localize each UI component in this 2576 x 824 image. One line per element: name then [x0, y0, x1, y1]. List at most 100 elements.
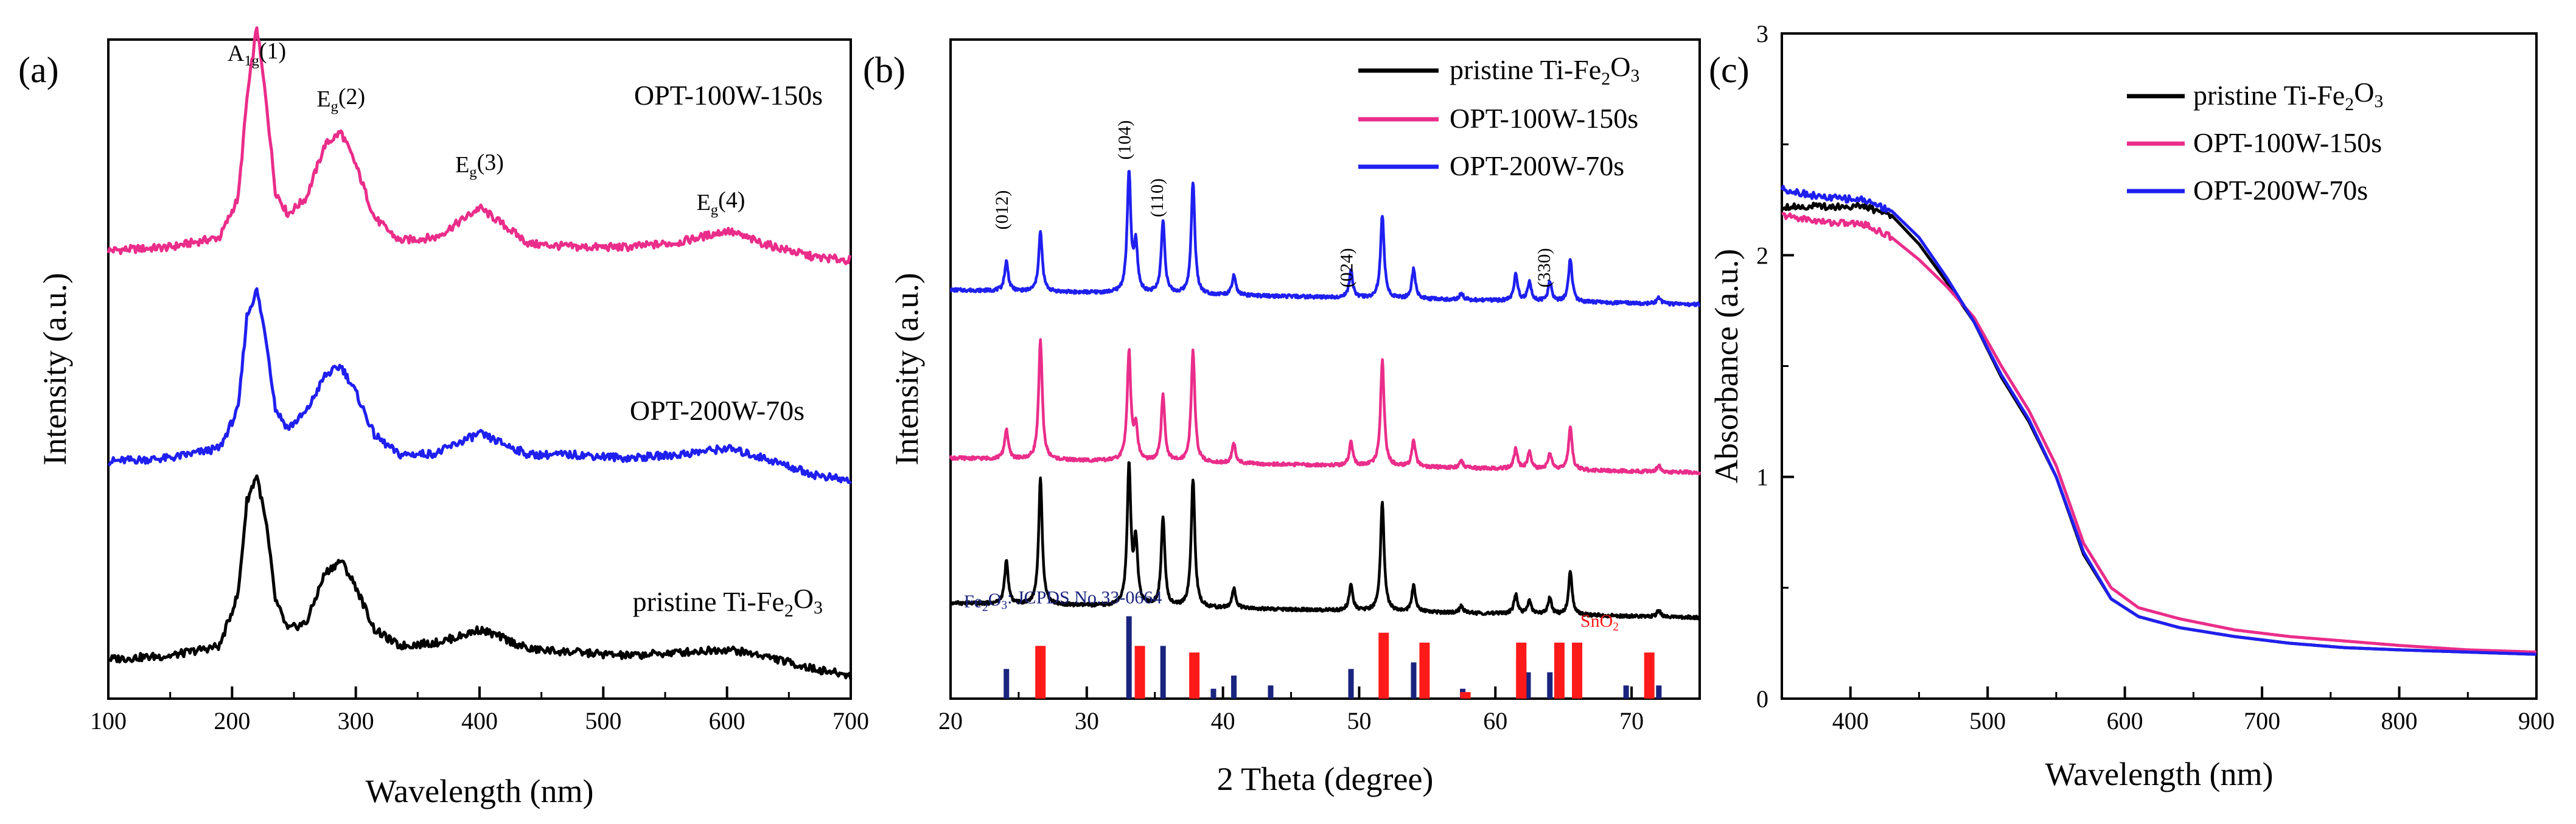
plot-frame — [949, 38, 1701, 700]
fe2o3-ref-bar — [1004, 669, 1010, 699]
series-label: OPT-100W-150s — [634, 80, 823, 111]
series-label: OPT-200W-70s — [630, 395, 805, 426]
series-line — [107, 474, 853, 680]
y-axis-title: Intensity (a.u.) — [37, 273, 73, 465]
subscript: 2 — [2345, 94, 2354, 114]
series-line — [949, 170, 1701, 307]
series-line — [1780, 184, 2537, 656]
series-line — [949, 338, 1702, 476]
sno2-ref-bar — [1554, 642, 1565, 699]
x-axis-title: 2 Theta (degree) — [1217, 761, 1434, 797]
text-run: : JCPDS No.33-0664 — [1007, 588, 1162, 608]
x-axis-title: Wavelength (nm) — [365, 773, 593, 809]
legend-label: pristine Ti-Fe2​O3​ — [1450, 51, 1639, 89]
fe2o3-ref-bar — [1126, 616, 1132, 699]
series-line — [106, 26, 852, 265]
subscript: 3 — [1630, 66, 1639, 86]
subscript: 1g — [244, 52, 259, 69]
sno2-ref-bar — [1134, 646, 1145, 699]
text-run: OPT-100W-150s — [2193, 127, 2382, 158]
y-axis-title: Absorbance (a.u.) — [1708, 249, 1745, 483]
x-tick-label: 400 — [1832, 707, 1869, 735]
miller-index: (110) — [1147, 178, 1167, 217]
legend-label: OPT-100W-150s — [1450, 103, 1638, 134]
x-tick-label: 800 — [2381, 707, 2418, 735]
sno2-ref-bar — [1516, 642, 1527, 699]
text-run: (1) — [259, 38, 286, 64]
y-axis-title: Intensity (a.u.) — [888, 273, 925, 465]
text-run: O — [794, 583, 814, 614]
text-run: O — [2354, 77, 2374, 108]
x-tick-label: 30 — [1075, 707, 1099, 735]
x-tick-label: 300 — [338, 707, 374, 735]
sno2-ref-bar — [1572, 642, 1583, 699]
subscript: 3 — [2374, 91, 2383, 111]
text-run: OPT-200W-70s — [1450, 150, 1624, 181]
fe2o3-ref-bar — [1525, 672, 1531, 699]
text-run: pristine Ti-Fe — [633, 586, 784, 617]
x-tick-label: 700 — [832, 707, 869, 735]
sno2-ref-bar — [1644, 652, 1655, 699]
miller-index: (104) — [1114, 120, 1134, 160]
sno2-ref-bar — [1378, 632, 1389, 699]
text-run: OPT-200W-70s — [2193, 175, 2368, 206]
fe2o3-ref-bar — [1268, 685, 1274, 699]
fe2o3-ref-bar — [1210, 688, 1216, 699]
legend-label: pristine Ti-Fe2​O3​ — [2193, 77, 2383, 114]
x-tick-label: 20 — [938, 707, 963, 735]
text-run: E — [697, 190, 711, 215]
fe2o3-ref-bar — [1547, 672, 1553, 699]
text-run: O — [1610, 51, 1630, 82]
x-tick-label: 600 — [709, 707, 745, 735]
panel-label-a: (a) — [18, 50, 59, 90]
x-tick-label: 70 — [1619, 707, 1644, 735]
subscript: 3 — [814, 598, 823, 618]
sno2-ref-bar — [1189, 652, 1200, 699]
y-tick-label: 3 — [1756, 20, 1768, 47]
legend-label: OPT-100W-150s — [2193, 127, 2382, 158]
subscript: g — [711, 201, 718, 218]
x-tick-label: 900 — [2518, 707, 2555, 735]
peak-label: A1g​(1) — [228, 38, 286, 69]
x-tick-label: 500 — [585, 707, 621, 735]
fe2o3-ref-bar — [1160, 646, 1166, 699]
text-run: E — [316, 86, 330, 112]
series-line — [108, 287, 853, 485]
panel-b: 20 30 40 50 60 70(012)(104)(110)(024) (330)Fe2… — [863, 38, 1702, 797]
series-label: pristine Ti-Fe2​O3​ — [633, 583, 823, 621]
subscript: g — [469, 164, 476, 180]
peak-label: Eg​(2) — [316, 84, 365, 114]
text-run: A — [228, 41, 245, 66]
peak-label: Eg​(4) — [697, 187, 745, 218]
subscript: g — [331, 98, 338, 114]
text-run: (2) — [338, 84, 365, 110]
text-run: SnO — [1580, 611, 1613, 631]
x-tick-label: 60 — [1483, 707, 1507, 735]
fe2o3-ref-bar — [1411, 662, 1417, 699]
series-line — [949, 461, 1702, 621]
x-tick-label: 500 — [1969, 707, 2006, 735]
miller-index: (024) — [1336, 248, 1356, 288]
text-run: Fe — [964, 592, 982, 612]
text-run: (3) — [477, 150, 504, 175]
panel-a: 100 200 300 400 500 600 700 A1g​(1) Eg​(2) Eg​(3)… — [18, 26, 869, 809]
sno2-ref-bar — [1035, 646, 1046, 699]
x-tick-label: 100 — [90, 707, 127, 735]
x-axis-title: Wavelength (nm) — [2045, 756, 2273, 792]
y-tick-label: 2 — [1756, 242, 1768, 269]
text-run: OPT-100W-150s — [1450, 103, 1638, 134]
legend-label: OPT-200W-70s — [2193, 175, 2368, 206]
peak-label: Eg​(3) — [455, 150, 504, 180]
y-tick-label: 0 — [1756, 685, 1768, 713]
panel-label-b: (b) — [863, 50, 906, 90]
subscript: 3 — [1001, 599, 1007, 612]
subscript: 2 — [982, 601, 988, 614]
fe2o3-ref-bar — [1231, 676, 1237, 699]
x-tick-label: 50 — [1347, 707, 1371, 735]
text-run: E — [455, 152, 469, 178]
text-run: O — [988, 590, 1002, 610]
y-tick-label: 1 — [1756, 464, 1768, 491]
subscript: 2 — [1601, 69, 1610, 89]
legend-label: OPT-200W-70s — [1450, 150, 1624, 181]
